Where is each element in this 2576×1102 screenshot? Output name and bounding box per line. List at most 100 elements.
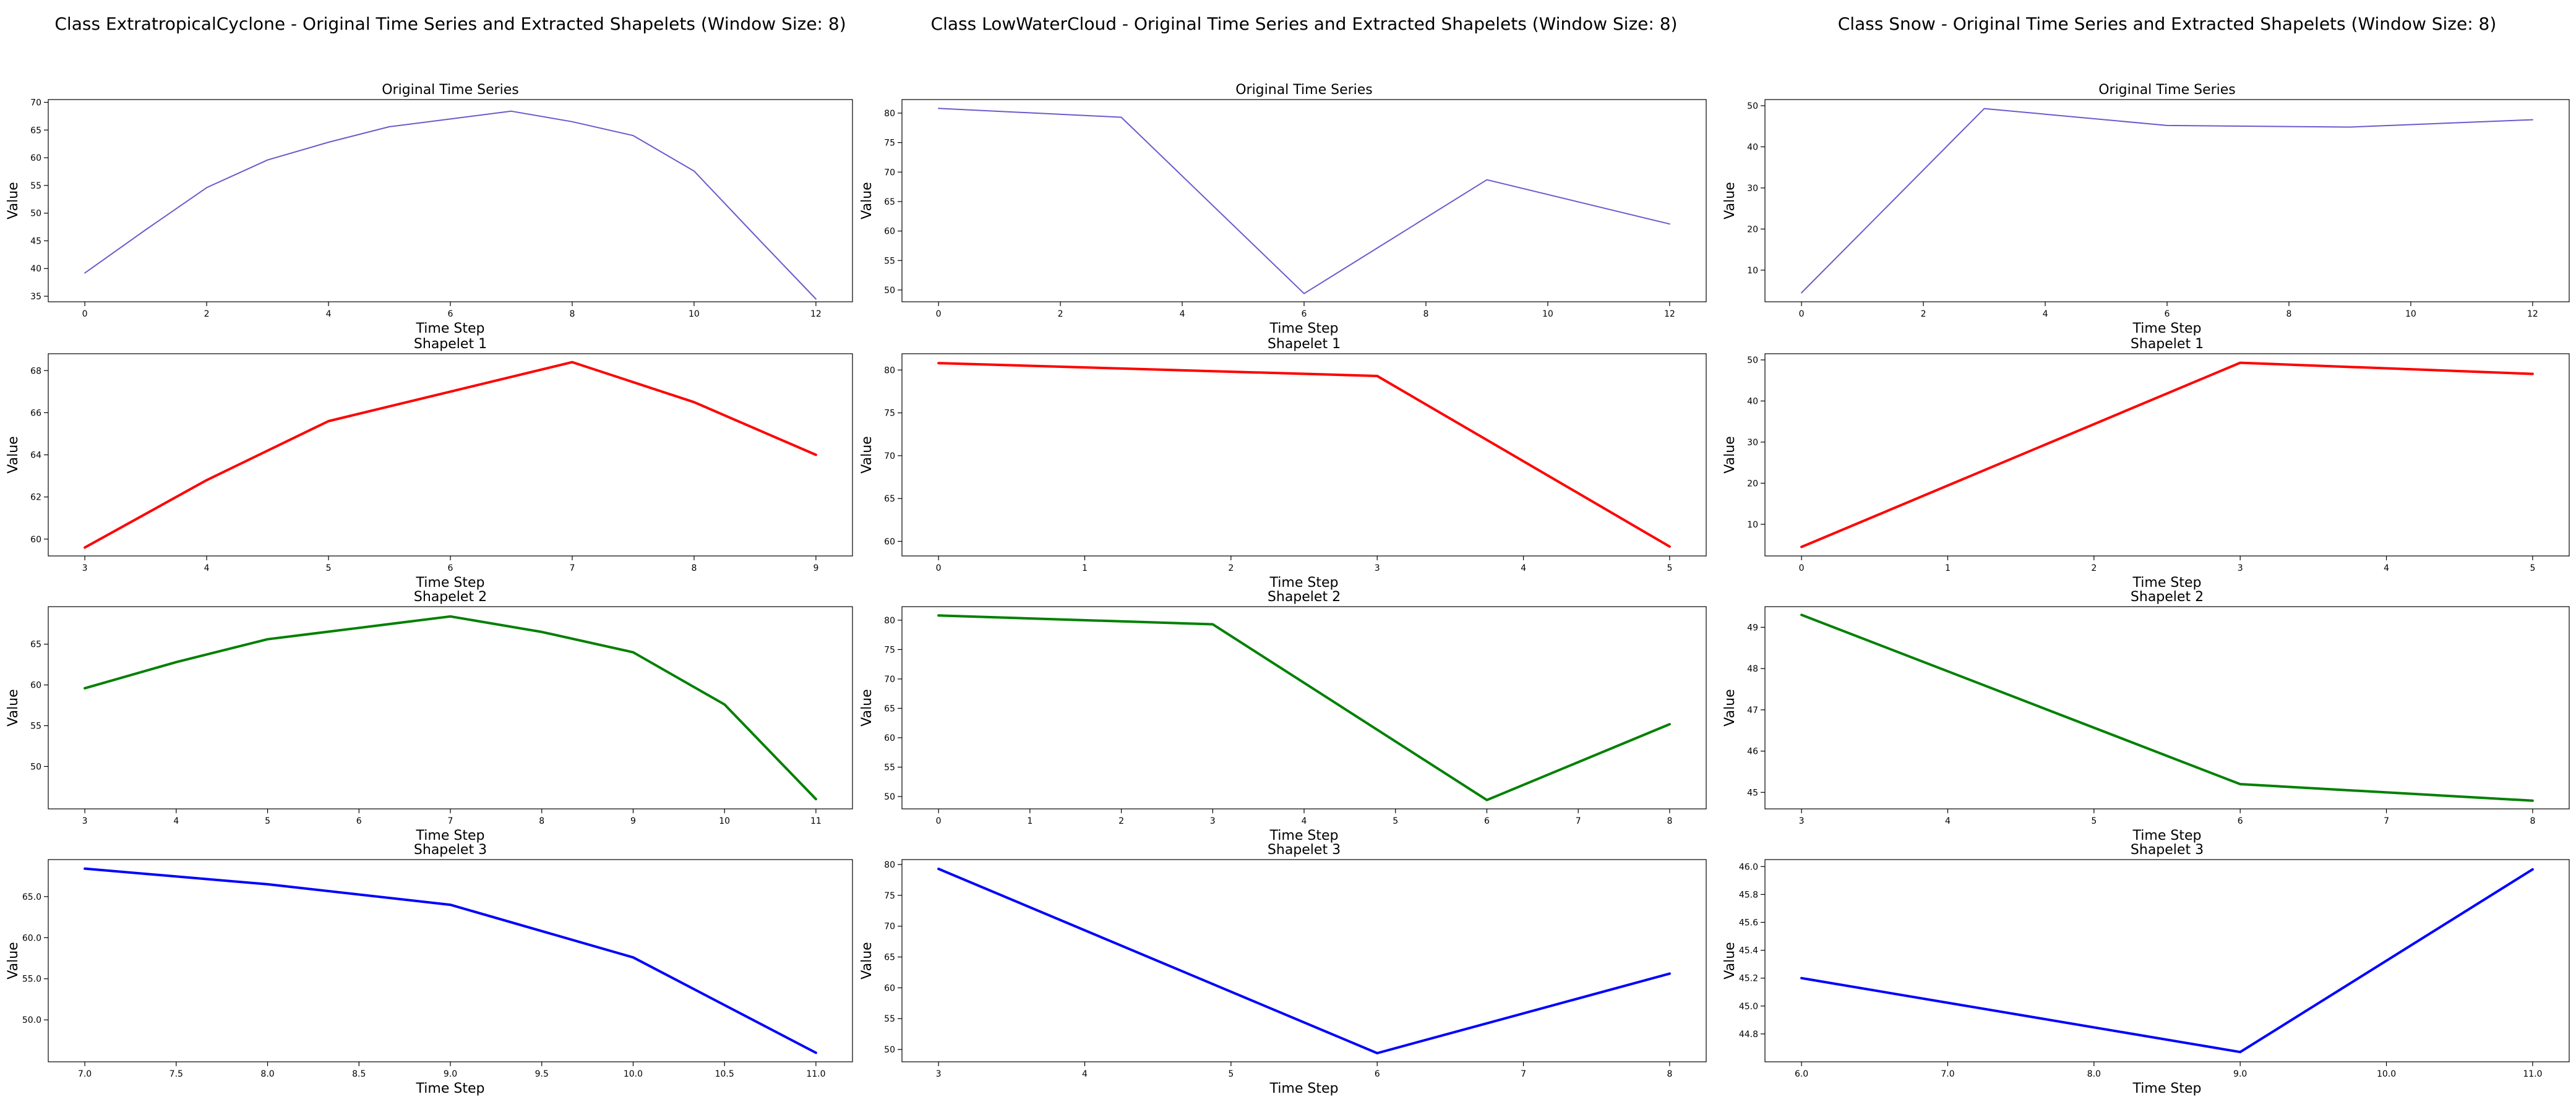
x-tick-label: 5 — [2530, 563, 2535, 573]
y-axis-label: Value — [1722, 436, 1738, 473]
y-tick-label: 45.4 — [1739, 946, 1758, 956]
y-axis-label: Value — [859, 436, 875, 473]
y-axis-label: Value — [859, 182, 875, 219]
x-axis-label: Time Step — [416, 321, 485, 336]
shapelet-2-line — [937, 614, 1671, 801]
y-tick-label: 55 — [884, 1014, 895, 1024]
panel-original: Original Time Series 0 2 4 6 8 10 12 35 40 45 50 55 6… — [6, 82, 853, 336]
y-tick-label: 45.0 — [1739, 1002, 1758, 1012]
y-tick-label: 55.0 — [22, 975, 41, 985]
shapelet-3-line — [1800, 868, 2534, 1054]
shapelet-1-line — [1800, 361, 2534, 549]
x-tick-label: 7 — [570, 563, 575, 573]
y-tick-label: 46.0 — [1739, 862, 1758, 872]
y-tick-label: 30 — [1747, 438, 1758, 448]
panel-shapelet-1: Shapelet 1 3 4 5 6 7 8 9 60 62 64 66 68 Time Step Valu… — [6, 336, 853, 591]
x-tick-label: 6 — [448, 309, 453, 319]
shapelet-3-line — [84, 867, 817, 1054]
y-axis-label: Value — [6, 436, 21, 473]
y-tick-label: 80 — [884, 616, 895, 626]
panel-shapelet-3: Shapelet 3 3 4 5 6 7 8 50 55 60 65 70 75 80 Time Step V… — [859, 842, 1707, 1096]
y-tick-label: 35 — [30, 292, 41, 302]
y-tick-label: 48 — [1747, 664, 1758, 674]
x-tick-label: 7 — [1576, 816, 1581, 826]
y-tick-label: 45.2 — [1739, 974, 1758, 984]
x-tick-label: 10.0 — [2377, 1069, 2396, 1079]
x-tick-label: 10 — [719, 816, 730, 826]
y-tick-label: 50 — [884, 286, 895, 296]
y-tick-label: 65 — [30, 126, 41, 135]
axes-frame — [1764, 859, 2570, 1062]
x-tick-label: 10 — [689, 309, 700, 319]
x-axis-label: Time Step — [2132, 575, 2202, 591]
y-tick-label: 46 — [1747, 747, 1758, 757]
x-axis-label: Time Step — [416, 575, 485, 591]
x-tick-label: 4 — [1302, 816, 1307, 826]
panel-shapelet-3: Shapelet 3 7.0 7.5 8.0 8.5 9.0 9.5 10.0 10.5 11.0… — [6, 842, 853, 1096]
x-tick-label: 0 — [936, 309, 942, 319]
y-tick-label: 40 — [1747, 396, 1758, 406]
panel-shapelet-1: Shapelet 1 0 1 2 3 4 5 10 20 30 40 50 Time Step Value — [1722, 336, 2570, 591]
x-tick-label: 6 — [1302, 309, 1307, 319]
x-tick-label: 4 — [2043, 309, 2048, 319]
x-tick-label: 6 — [2238, 816, 2243, 826]
panel-title: Original Time Series — [1235, 82, 1373, 98]
x-tick-label: 6 — [1375, 1069, 1380, 1079]
y-axis-label: Value — [6, 689, 21, 726]
x-tick-label: 2 — [1058, 309, 1063, 319]
y-axis-label: Value — [6, 182, 21, 219]
y-tick-label: 60 — [30, 681, 41, 691]
y-tick-label: 80 — [884, 860, 895, 870]
x-axis-label: Time Step — [2132, 828, 2202, 844]
x-tick-label: 10 — [1542, 309, 1553, 319]
x-tick-label: 0 — [82, 309, 88, 319]
shapelet-3-line — [937, 868, 1671, 1054]
x-tick-label: 5 — [2091, 816, 2097, 826]
panel-title: Shapelet 1 — [414, 336, 487, 352]
x-tick-label: 8 — [570, 309, 575, 319]
x-tick-label: 4 — [1945, 816, 1951, 826]
y-tick-label: 65 — [884, 197, 895, 207]
x-tick-label: 9 — [630, 816, 636, 826]
y-tick-label: 45 — [30, 236, 41, 246]
y-tick-label: 55 — [884, 763, 895, 773]
y-tick-label: 65 — [884, 704, 895, 714]
x-tick-label: 1 — [1027, 816, 1033, 826]
y-tick-label: 65 — [30, 640, 41, 650]
x-tick-label: 3 — [82, 816, 88, 826]
x-tick-label: 11.0 — [806, 1069, 825, 1079]
panel-title: Shapelet 2 — [1268, 589, 1341, 605]
axes-frame — [1764, 353, 2570, 557]
x-tick-label: 7.0 — [78, 1069, 92, 1079]
panel-shapelet-2: Shapelet 2 0 1 2 3 4 5 6 7 8 50 55 60 65 70 75 80 Time St… — [859, 589, 1707, 844]
panel-title: Original Time Series — [2098, 82, 2236, 98]
x-tick-label: 2 — [1921, 309, 1926, 319]
x-tick-label: 4 — [204, 563, 210, 573]
y-tick-label: 49 — [1747, 623, 1758, 633]
x-tick-label: 6 — [1484, 816, 1490, 826]
y-tick-label: 80 — [884, 109, 895, 119]
shapelet-2-line — [84, 615, 817, 801]
x-tick-label: 8.5 — [352, 1069, 366, 1079]
y-tick-label: 30 — [1747, 184, 1758, 194]
x-tick-label: 5 — [1667, 563, 1672, 573]
y-tick-label: 66 — [30, 408, 41, 418]
panel-title: Shapelet 2 — [414, 589, 487, 605]
y-tick-label: 70 — [884, 168, 895, 177]
x-tick-label: 8.0 — [260, 1069, 274, 1079]
x-tick-label: 3 — [82, 563, 88, 573]
axes-frame — [1764, 99, 2570, 302]
y-tick-label: 50 — [1747, 101, 1758, 111]
x-tick-label: 2 — [204, 309, 210, 319]
y-tick-label: 65 — [884, 494, 895, 504]
y-tick-label: 65 — [884, 953, 895, 963]
y-tick-label: 50 — [30, 209, 41, 219]
x-tick-label: 9.5 — [535, 1069, 549, 1079]
y-tick-label: 70 — [884, 922, 895, 932]
y-tick-label: 75 — [884, 139, 895, 148]
x-axis-label: Time Step — [1269, 321, 1339, 336]
x-tick-label: 10.5 — [715, 1069, 734, 1079]
y-tick-label: 60 — [884, 537, 895, 547]
y-tick-label: 75 — [884, 891, 895, 901]
